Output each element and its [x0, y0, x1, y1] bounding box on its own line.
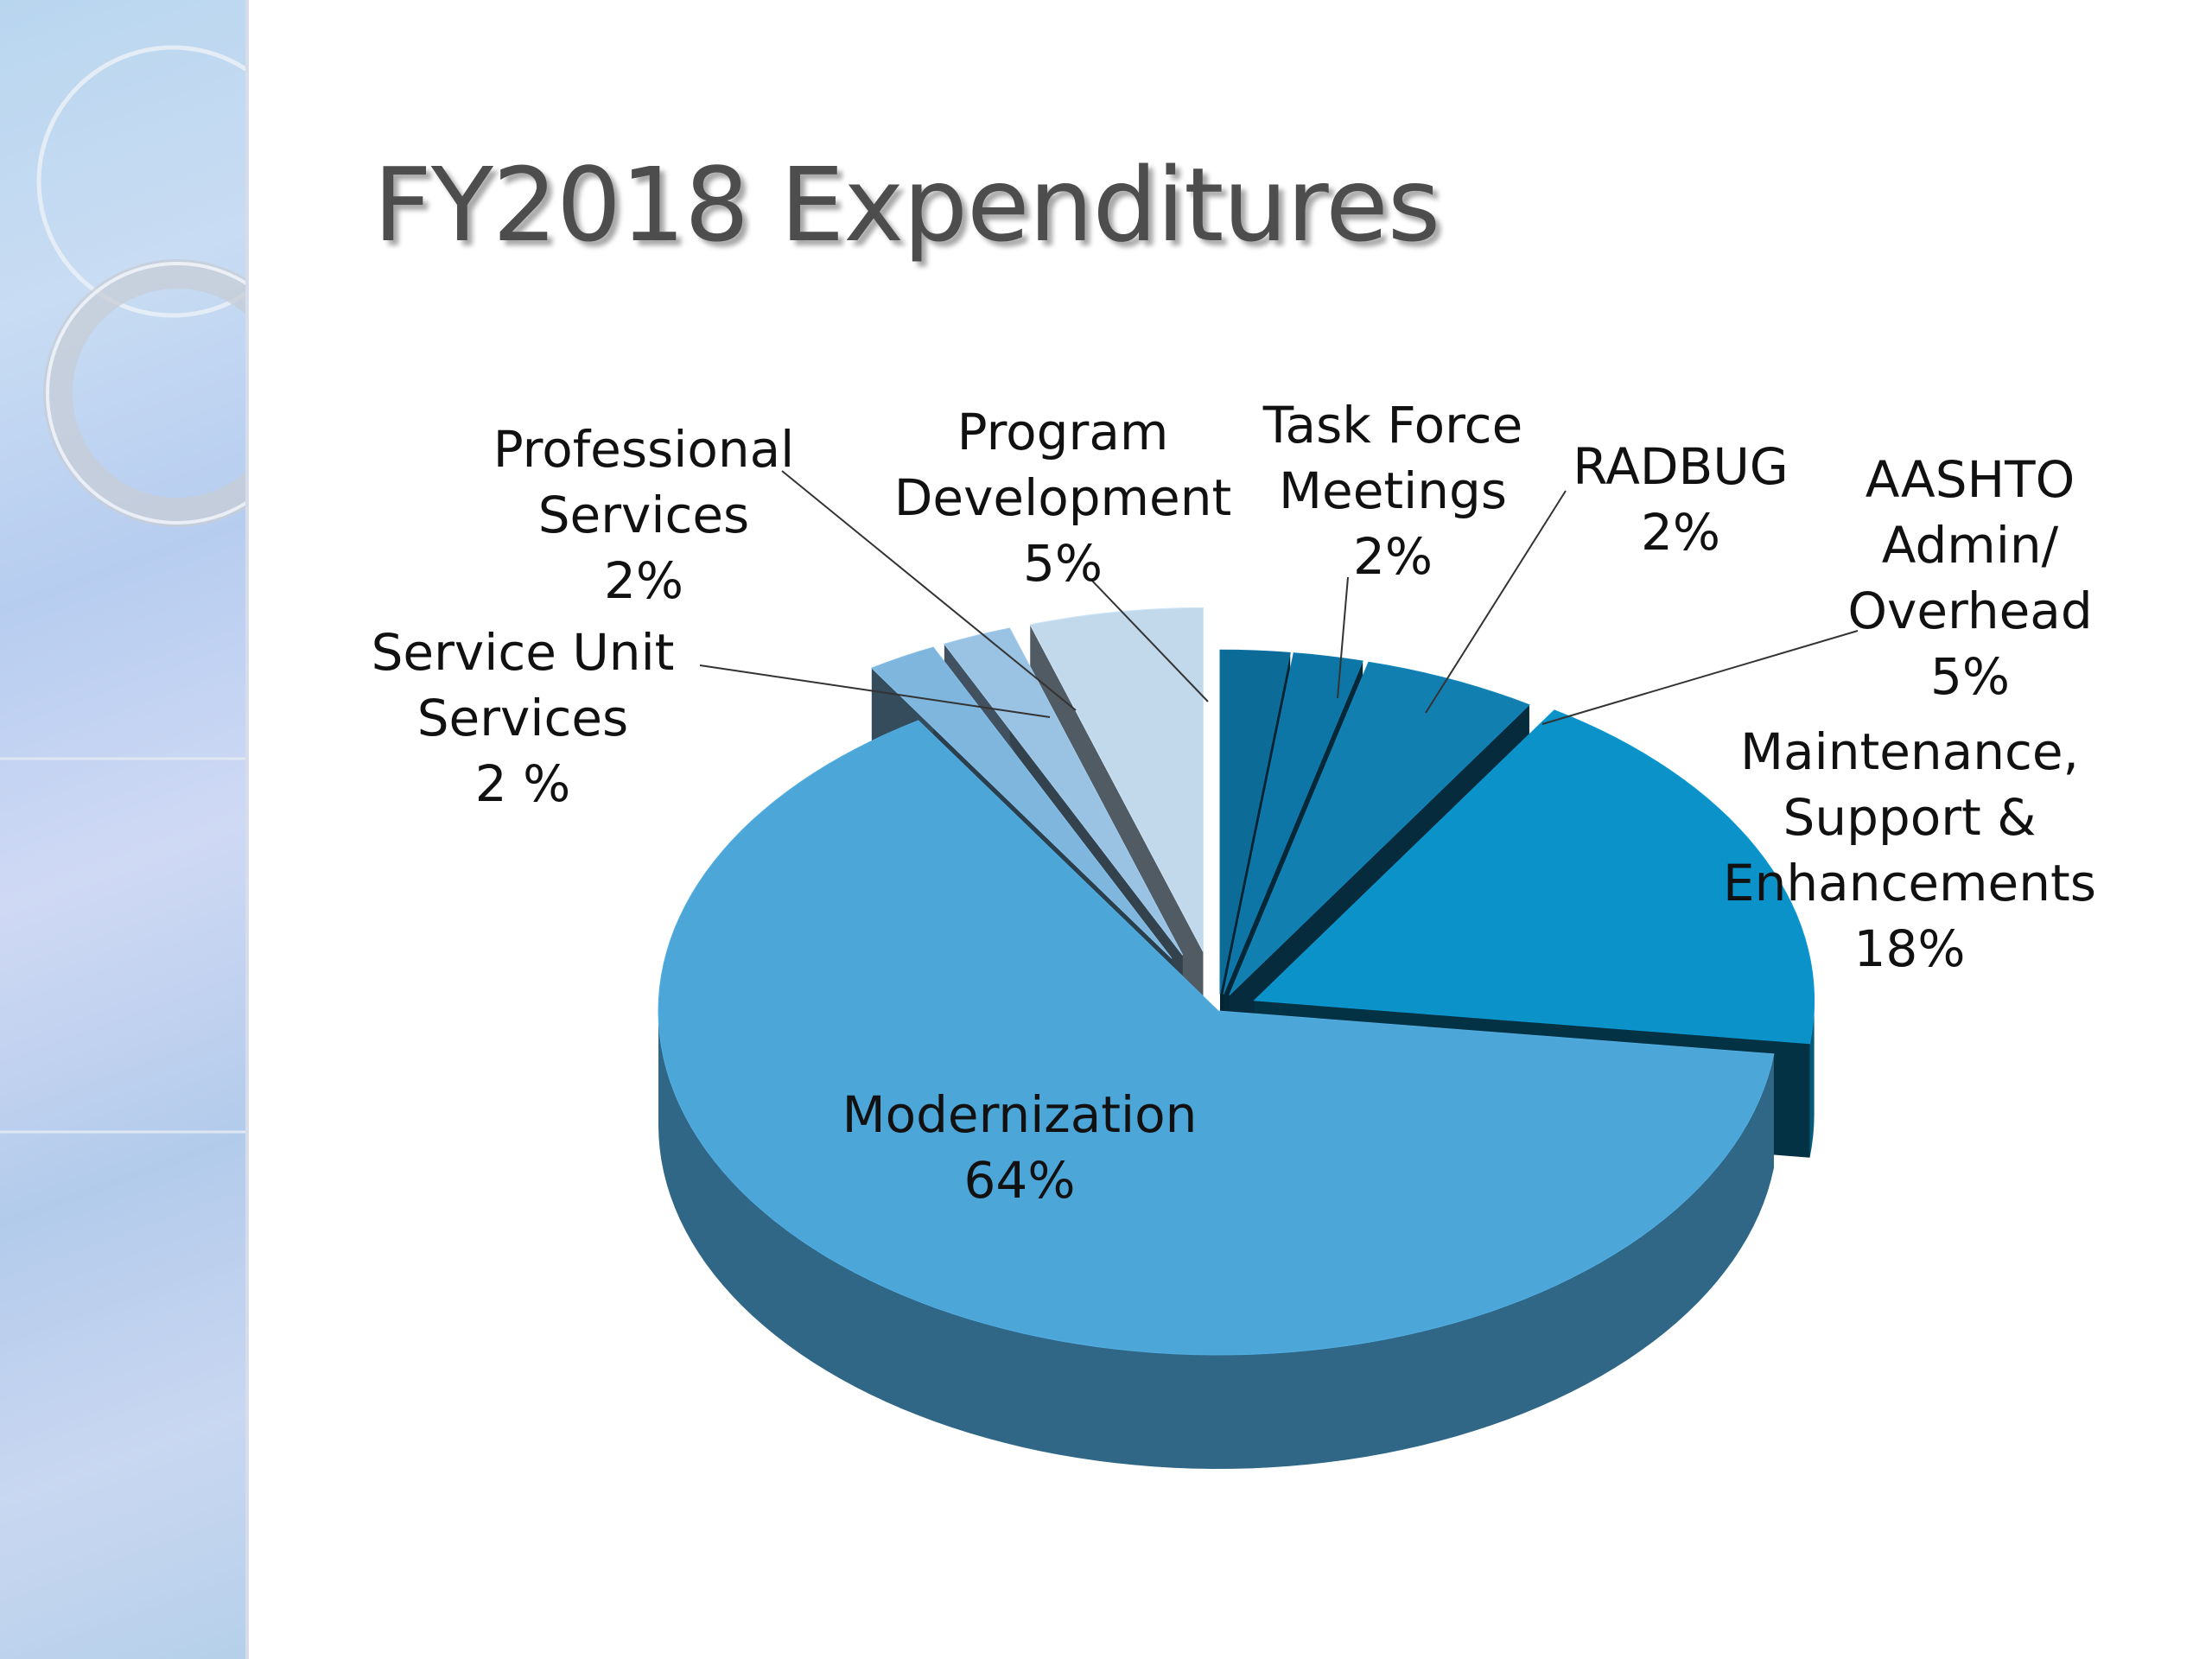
slice-label-7: Professional Services 2% — [493, 420, 795, 610]
sidebar-decoration — [0, 0, 245, 1659]
slice-label-line: Services — [538, 486, 750, 544]
leader-line-3 — [1541, 630, 1859, 725]
slice-label-line: 2 % — [475, 754, 570, 813]
slice-top — [1219, 649, 1291, 995]
slice-top — [1253, 709, 1815, 1045]
slice-label-line: RADBUG — [1573, 437, 1788, 496]
slice-label-3: AASHTO Admin/Overhead 5% — [1847, 450, 2092, 706]
slice-label-line: Modernization — [842, 1085, 1198, 1144]
slice-top — [658, 720, 1775, 1356]
slice-label-line: 5% — [1930, 647, 2010, 706]
slice-label-line: Overhead — [1847, 582, 2092, 640]
leader-line-7 — [781, 470, 1077, 711]
leader-lines — [699, 470, 1859, 725]
slice-label-line: 2% — [604, 551, 683, 610]
slice-label-line: 5% — [1023, 534, 1103, 593]
slice-label-line: AASHTO — [1866, 450, 2075, 509]
slice-label-line: Task Force — [1262, 396, 1523, 454]
slice-label-line: 64% — [964, 1151, 1076, 1210]
slice-label-line: 2% — [1641, 503, 1720, 562]
slice-top — [1029, 607, 1204, 952]
slice-label-line: 18% — [1854, 919, 1966, 978]
leader-line-2 — [1425, 490, 1567, 714]
leader-line-8 — [1090, 578, 1209, 702]
slice-label-line: Admin/ — [1882, 516, 2059, 575]
slice-top — [1229, 661, 1530, 996]
slice-label-line: Support & — [1783, 788, 2037, 847]
slice-top — [870, 646, 1173, 959]
pie-slices — [658, 607, 1815, 1469]
rings-decoration — [0, 45, 245, 1134]
slice-label-line: Professional — [493, 420, 795, 479]
slice-label-line: Enhancements — [1723, 854, 2096, 912]
slice-label-line: Service Unit — [372, 623, 675, 682]
sidebar-divider — [245, 0, 249, 1659]
slice-label-line: Development — [894, 468, 1231, 527]
slice-label-line: Maintenance, — [1740, 722, 2079, 781]
slide-title: FY2018 Expenditures — [373, 145, 1440, 264]
slice-label-6: Service Unit Services 2 % — [372, 623, 675, 813]
slice-label-line: Services — [417, 689, 629, 747]
slice-rim — [658, 1011, 1774, 1469]
slice-label-5: Modernization 64% — [842, 1085, 1198, 1210]
data-labels: Task Force Meetings 2% RADBUG 2% AASHTO Admin/… — [372, 396, 2096, 1210]
slice-label-1: Task Force Meetings 2% — [1262, 396, 1523, 586]
slice-label-line: Meetings — [1279, 461, 1507, 520]
slice-label-4: Maintenance, Support & Enhancements 18% — [1723, 722, 2096, 978]
slice-label-8: Program Development 5% — [894, 403, 1231, 593]
leader-line-6 — [699, 664, 1051, 718]
slice-label-line: 2% — [1353, 527, 1433, 586]
slice-label-line: Program — [957, 403, 1169, 461]
leader-line-1 — [1337, 576, 1349, 699]
pie-slice-5 — [658, 720, 1775, 1469]
slice-top — [1223, 652, 1363, 995]
slice-label-2: RADBUG 2% — [1573, 437, 1788, 562]
